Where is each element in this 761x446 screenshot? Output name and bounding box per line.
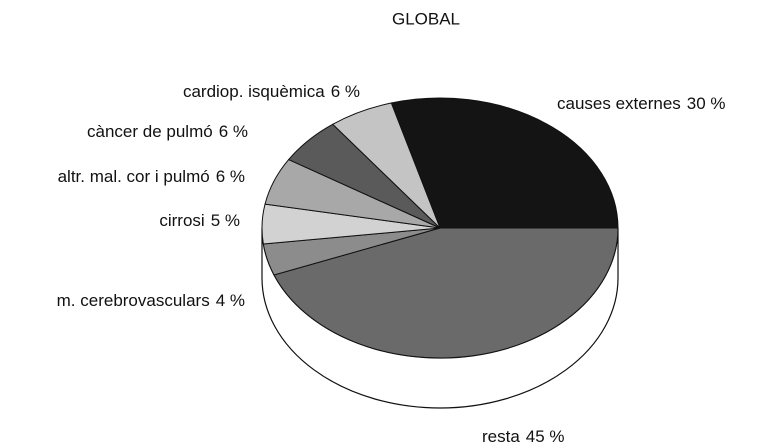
- slice-category: m. cerebrovasculars: [57, 291, 210, 310]
- slice-value-label: 6 %: [216, 167, 245, 186]
- slice-label: cirrosi 5 %: [159, 211, 240, 230]
- slice-label: altr. mal. cor i pulmó 6 %: [58, 167, 245, 186]
- slice-value-label: 45 %: [526, 427, 565, 446]
- slice-value-label: 30 %: [687, 94, 726, 113]
- slice-label: m. cerebrovasculars 4 %: [57, 291, 245, 310]
- slice-value-label: 6 %: [219, 122, 248, 141]
- slice-category: càncer de pulmó: [87, 122, 213, 141]
- slice-category: cirrosi: [159, 211, 204, 230]
- slice-value-label: 4 %: [216, 291, 245, 310]
- pie-slice: [331, 102, 441, 229]
- slice-category: altr. mal. cor i pulmó: [58, 167, 210, 186]
- slice-label: causes externes 30 %: [557, 94, 726, 113]
- slice-category: cardiop. isquèmica: [183, 82, 325, 101]
- slice-value-label: 6 %: [331, 82, 360, 101]
- slice-label: càncer de pulmó 6 %: [87, 122, 248, 141]
- pie-slice: [390, 97, 619, 229]
- chart-title: GLOBAL: [392, 9, 460, 28]
- pie-slice: [273, 227, 619, 359]
- slice-label: cardiop. isquèmica 6 %: [183, 82, 360, 101]
- slice-category: causes externes: [557, 94, 681, 113]
- slice-category: resta: [482, 427, 520, 446]
- slice-label: resta 45 %: [482, 427, 565, 446]
- slice-value-label: 5 %: [211, 211, 240, 230]
